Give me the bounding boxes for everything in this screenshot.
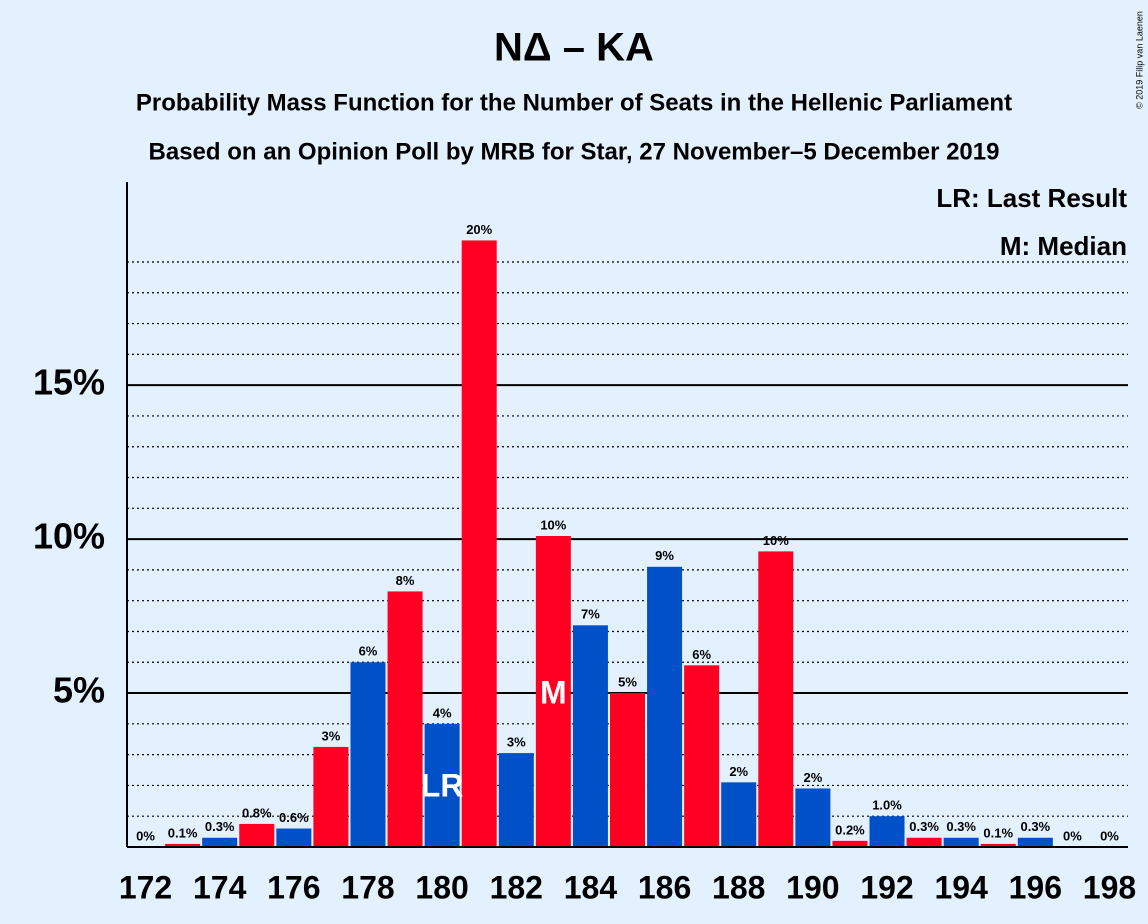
legend-entry: M: Median [1000, 231, 1127, 261]
value-label: 9% [655, 548, 674, 563]
copyright: © 2019 Filip van Laenen [1134, 11, 1144, 109]
bar [461, 240, 497, 848]
bar [1017, 837, 1053, 847]
value-label: 0.2% [835, 822, 865, 837]
y-tick-label: 15% [33, 362, 105, 403]
value-label: 0.6% [279, 810, 309, 825]
x-tick-label: 188 [712, 869, 765, 905]
value-label: 6% [359, 644, 378, 659]
value-label: 6% [692, 647, 711, 662]
bar [906, 837, 942, 847]
x-tick-label: 192 [860, 869, 913, 905]
value-label: 0% [1100, 828, 1119, 843]
x-tick-label: 194 [934, 869, 988, 905]
value-label: 0% [136, 828, 155, 843]
bar [498, 753, 534, 847]
value-label: 0.3% [946, 819, 976, 834]
bar [869, 816, 905, 847]
x-tick-label: 198 [1083, 869, 1136, 905]
bar [684, 665, 720, 847]
bar [721, 782, 757, 847]
value-label: 0.3% [909, 819, 939, 834]
value-label: 2% [803, 770, 822, 785]
bar [276, 828, 312, 847]
x-tick-label: 190 [786, 869, 839, 905]
x-tick-label: 180 [415, 869, 468, 905]
value-label: 10% [540, 517, 566, 532]
bar [350, 662, 386, 847]
x-tick-label: 176 [267, 869, 320, 905]
x-tick-label: 174 [193, 869, 247, 905]
chart-subtitle: Probability Mass Function for the Number… [136, 89, 1012, 116]
chart-subtitle: Based on an Opinion Poll by MRB for Star… [149, 138, 1000, 165]
value-label: 2% [729, 764, 748, 779]
annotation: M [540, 674, 567, 710]
bar [610, 693, 645, 847]
y-tick-label: 5% [53, 670, 105, 711]
bar [535, 536, 571, 847]
value-label: 0.3% [1020, 819, 1050, 834]
bar [980, 843, 1016, 847]
bar [202, 837, 238, 847]
value-label: 0.1% [168, 825, 198, 840]
value-label: 8% [396, 573, 415, 588]
value-label: 0.3% [205, 819, 235, 834]
bar [165, 843, 201, 847]
value-label: 5% [618, 674, 637, 689]
legend-entry: LR: Last Result [936, 183, 1127, 213]
value-label: 0.1% [983, 825, 1013, 840]
value-label: 4% [433, 705, 452, 720]
value-label: 10% [763, 533, 789, 548]
y-tick-label: 10% [33, 516, 105, 557]
bar [758, 551, 794, 847]
bar [943, 837, 979, 847]
bar [832, 840, 868, 847]
value-label: 20% [466, 222, 492, 237]
value-label: 1.0% [872, 798, 902, 813]
x-tick-label: 178 [341, 869, 394, 905]
bar [313, 746, 349, 847]
value-label: 7% [581, 607, 600, 622]
chart-title: NΔ – KA [494, 26, 654, 70]
value-label: 3% [322, 728, 341, 743]
x-tick-label: 196 [1009, 869, 1062, 905]
value-label: 0% [1063, 828, 1082, 843]
bar [387, 591, 423, 847]
bar [572, 625, 608, 847]
value-label: 3% [507, 735, 526, 750]
value-label: 0.8% [242, 805, 272, 820]
x-tick-label: 172 [119, 869, 172, 905]
bar [239, 823, 275, 847]
bar [424, 723, 460, 847]
annotation: LR [421, 767, 464, 803]
x-tick-label: 184 [564, 869, 618, 905]
x-tick-label: 186 [638, 869, 691, 905]
bar [647, 566, 683, 847]
bar [795, 788, 831, 847]
x-tick-label: 182 [490, 869, 543, 905]
